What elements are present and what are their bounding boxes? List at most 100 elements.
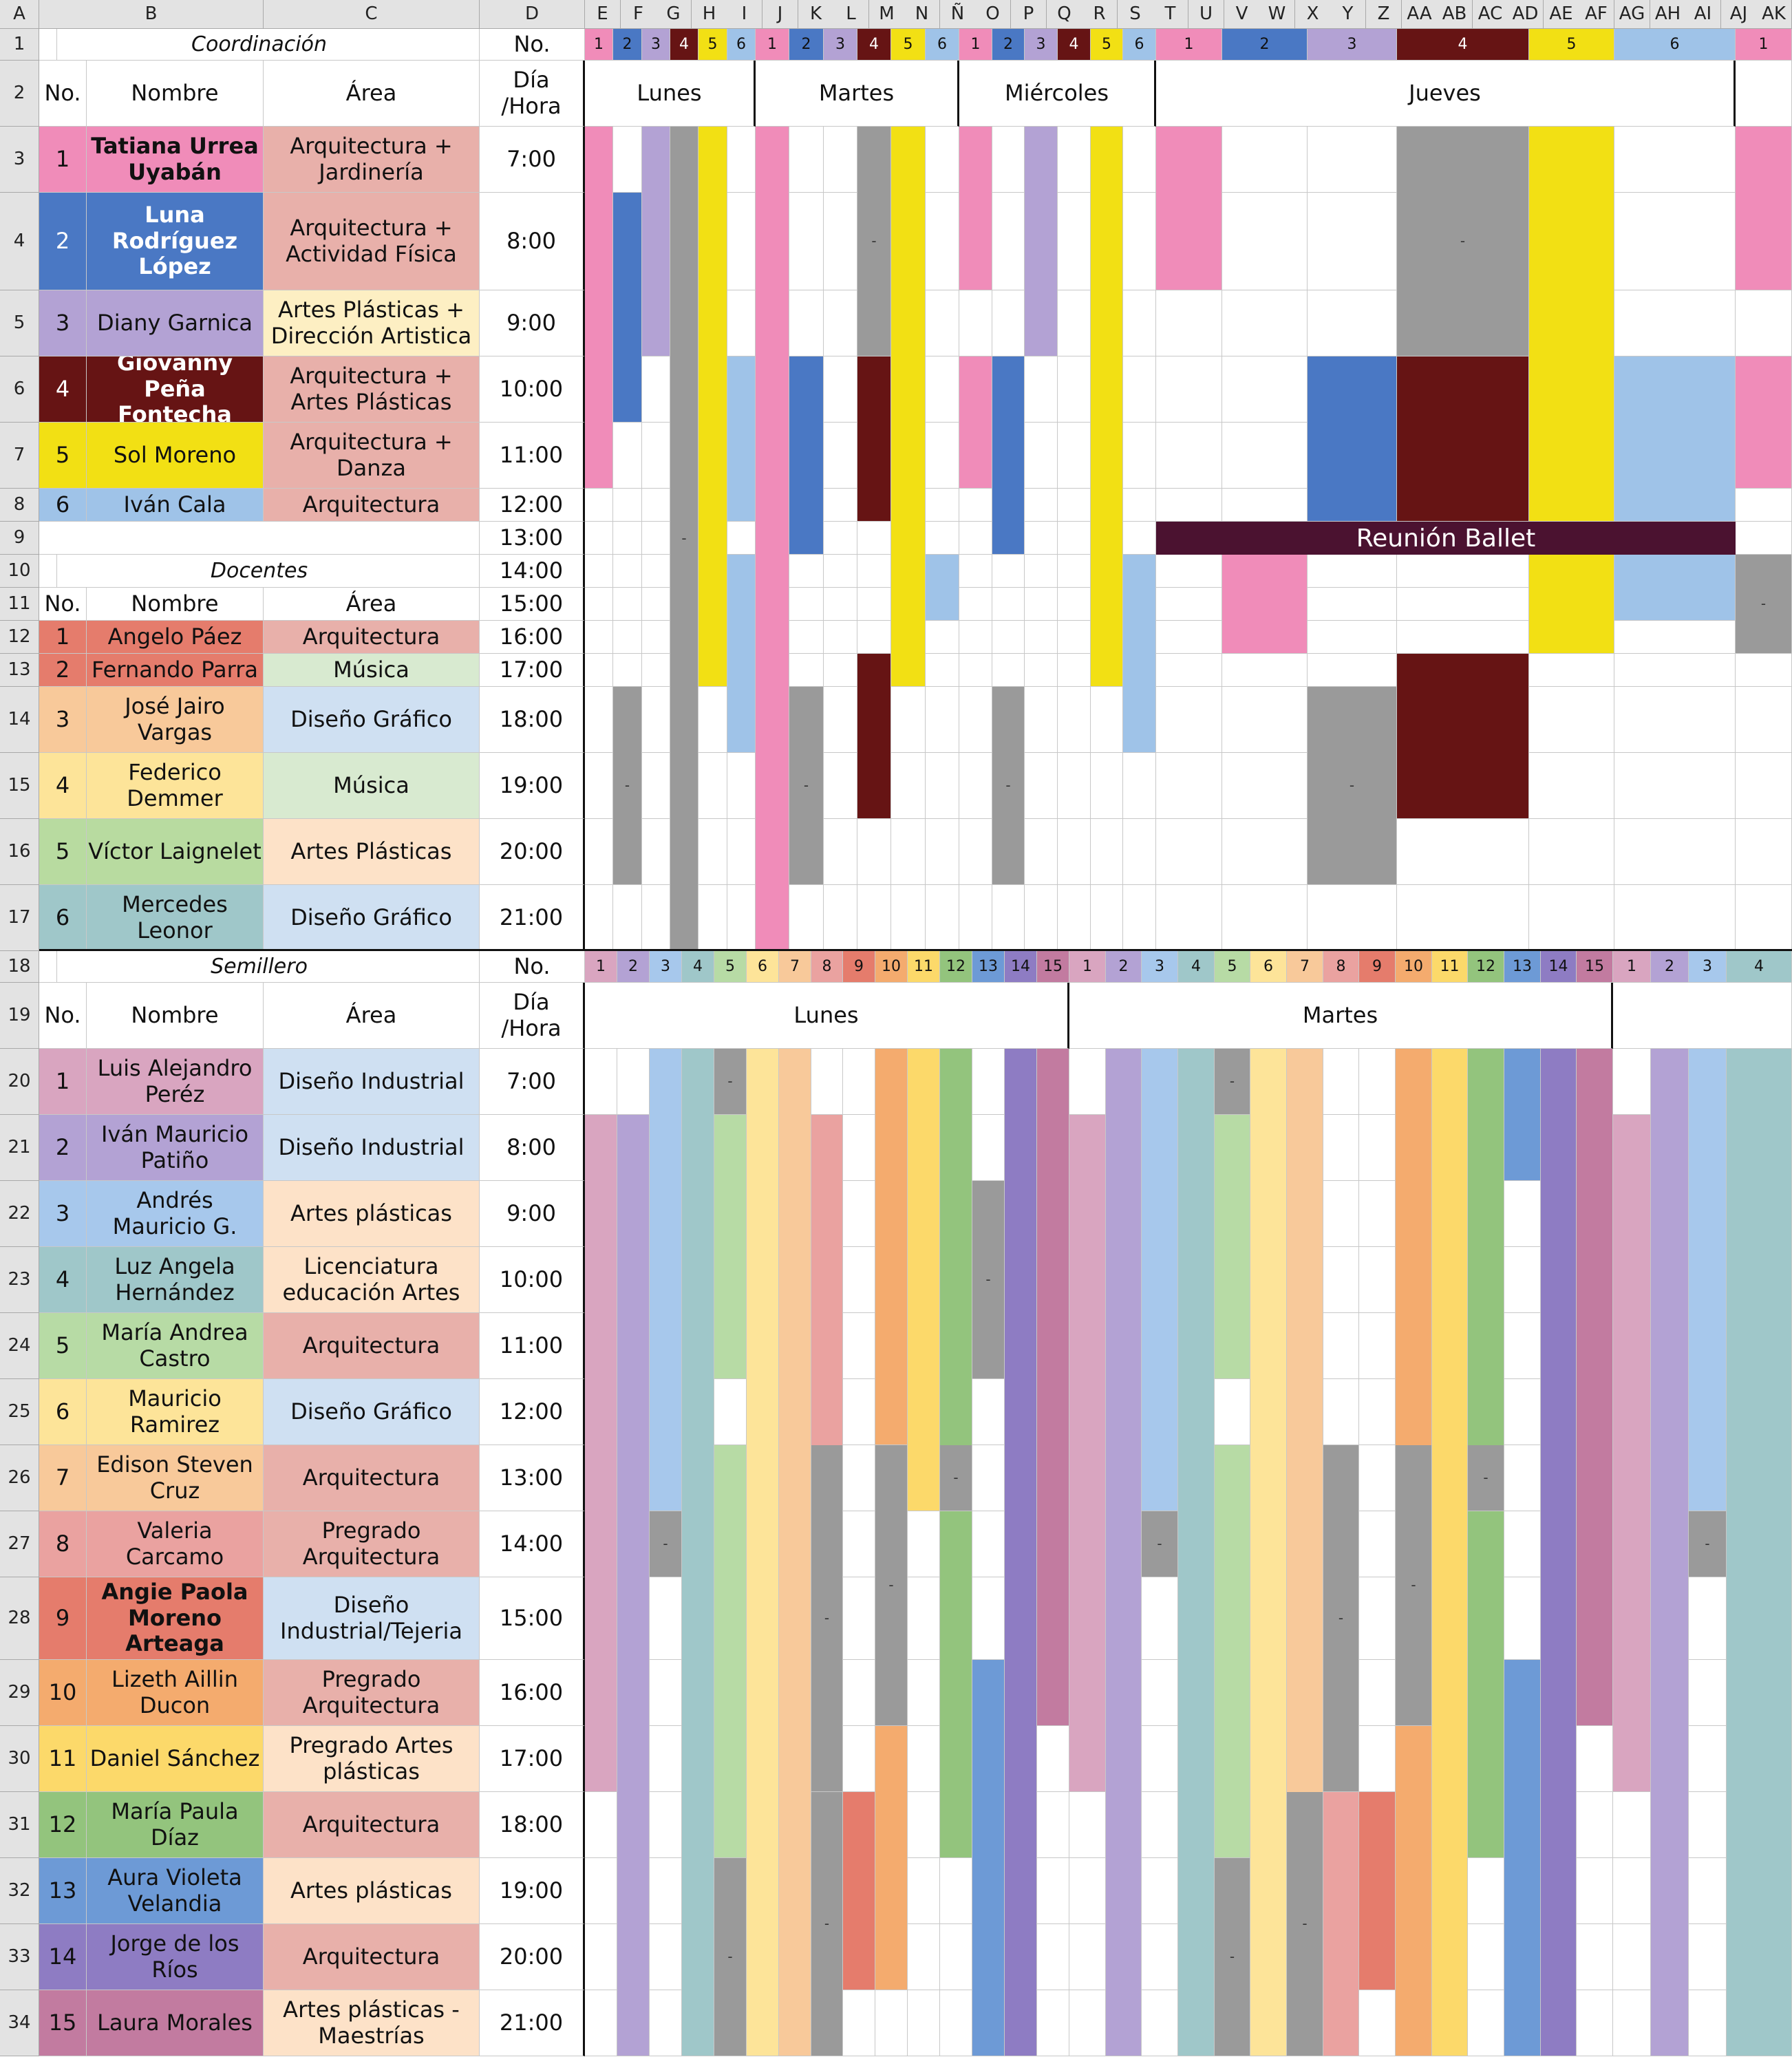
grid-cell[interactable] (1614, 687, 1736, 753)
grid-cell[interactable] (908, 1511, 940, 1577)
row-header[interactable]: 16 (0, 819, 39, 885)
row-header[interactable]: 30 (0, 1726, 39, 1792)
grid-cell[interactable] (959, 290, 992, 356)
column-header[interactable]: W (1259, 0, 1295, 29)
grid-cell[interactable] (926, 819, 959, 885)
column-header[interactable]: AJ (1721, 0, 1757, 29)
grid-cell[interactable] (1397, 588, 1529, 621)
grid-cell[interactable] (642, 489, 670, 522)
row-header[interactable]: 25 (0, 1379, 39, 1445)
column-header[interactable]: Ñ (940, 0, 976, 29)
grid-cell[interactable] (1613, 1049, 1651, 1115)
grid-cell[interactable] (972, 1379, 1005, 1445)
grid-cell[interactable] (1397, 621, 1529, 654)
grid-cell[interactable] (992, 588, 1025, 621)
grid-cell[interactable] (926, 423, 959, 489)
grid-cell[interactable] (1123, 489, 1156, 522)
grid-cell[interactable] (1736, 819, 1792, 885)
grid-cell[interactable] (1058, 489, 1091, 522)
grid-cell[interactable] (843, 1726, 875, 1792)
grid-cell[interactable] (1058, 687, 1091, 753)
grid-cell[interactable] (1142, 1660, 1178, 1726)
row-header[interactable]: 15 (0, 753, 39, 819)
grid-cell[interactable] (585, 621, 613, 654)
row-header[interactable]: 33 (0, 1924, 39, 1990)
grid-cell[interactable] (585, 1858, 617, 1924)
grid-cell[interactable] (1359, 1726, 1396, 1792)
grid-cell[interactable] (650, 1660, 682, 1726)
grid-cell[interactable] (585, 1792, 617, 1858)
grid-cell[interactable] (811, 1049, 843, 1115)
column-header[interactable]: V (1224, 0, 1260, 29)
grid-cell[interactable] (992, 290, 1025, 356)
column-header[interactable]: C (264, 0, 480, 29)
grid-cell[interactable] (714, 1379, 747, 1445)
grid-cell[interactable] (1222, 193, 1308, 290)
grid-cell[interactable] (1614, 621, 1736, 654)
column-header[interactable]: Y (1330, 0, 1366, 29)
grid-cell[interactable] (1156, 588, 1222, 621)
grid-cell[interactable] (908, 1660, 940, 1726)
grid-cell[interactable] (585, 1990, 617, 2056)
grid-cell[interactable] (1613, 1990, 1651, 2056)
grid-cell[interactable] (1529, 753, 1614, 819)
column-header[interactable]: AK (1756, 0, 1792, 29)
grid-cell[interactable] (824, 423, 857, 489)
grid-cell[interactable] (1058, 423, 1091, 489)
grid-cell[interactable] (789, 290, 824, 356)
grid-cell[interactable] (1142, 1858, 1178, 1924)
row-header[interactable]: 7 (0, 423, 39, 489)
grid-cell[interactable] (1323, 1181, 1359, 1247)
column-header[interactable]: U (1188, 0, 1224, 29)
grid-cell[interactable] (1156, 423, 1222, 489)
grid-cell[interactable] (926, 654, 959, 687)
grid-cell[interactable] (642, 654, 670, 687)
grid-cell[interactable] (843, 1049, 875, 1115)
grid-cell[interactable] (1504, 1313, 1541, 1379)
grid-cell[interactable] (1222, 819, 1308, 885)
row-header[interactable]: 14 (0, 687, 39, 753)
grid-cell[interactable] (1308, 127, 1397, 193)
column-header[interactable]: Z (1366, 0, 1402, 29)
column-header[interactable]: H (692, 0, 727, 29)
column-header[interactable]: P (1011, 0, 1047, 29)
row-header[interactable]: 19 (0, 983, 39, 1049)
grid-cell[interactable] (585, 588, 613, 621)
grid-cell[interactable] (1468, 1924, 1504, 1990)
grid-cell[interactable] (824, 489, 857, 522)
grid-cell[interactable] (891, 687, 926, 753)
grid-cell[interactable] (908, 1577, 940, 1660)
grid-cell[interactable] (1689, 1792, 1727, 1858)
grid-cell[interactable] (891, 753, 926, 819)
grid-cell[interactable] (1577, 1924, 1613, 1990)
grid-cell[interactable] (1222, 127, 1308, 193)
grid-cell[interactable] (1359, 1660, 1396, 1726)
grid-cell[interactable] (1058, 290, 1091, 356)
grid-cell[interactable] (613, 621, 642, 654)
row-header[interactable]: 20 (0, 1049, 39, 1115)
grid-cell[interactable] (824, 621, 857, 654)
grid-cell[interactable] (824, 753, 857, 819)
grid-cell[interactable] (1577, 1792, 1613, 1858)
grid-cell[interactable] (959, 687, 992, 753)
grid-cell[interactable] (1613, 1924, 1651, 1990)
grid-cell[interactable] (789, 193, 824, 290)
grid-cell[interactable] (1058, 621, 1091, 654)
grid-cell[interactable] (1689, 1577, 1727, 1660)
grid-cell[interactable] (1222, 423, 1308, 489)
grid-cell[interactable] (1308, 193, 1397, 290)
grid-cell[interactable] (1614, 290, 1736, 356)
grid-cell[interactable] (824, 356, 857, 423)
grid-cell[interactable] (1069, 1049, 1106, 1115)
grid-cell[interactable] (926, 621, 959, 654)
grid-cell[interactable] (1613, 1858, 1651, 1924)
column-header[interactable]: AA (1402, 0, 1438, 29)
grid-cell[interactable] (642, 819, 670, 885)
row-header[interactable]: 32 (0, 1858, 39, 1924)
grid-cell[interactable] (1025, 621, 1058, 654)
grid-cell[interactable] (789, 555, 824, 588)
grid-cell[interactable] (843, 1181, 875, 1247)
grid-cell[interactable] (1069, 1792, 1106, 1858)
grid-cell[interactable] (642, 555, 670, 588)
row-header[interactable]: 34 (0, 1990, 39, 2056)
